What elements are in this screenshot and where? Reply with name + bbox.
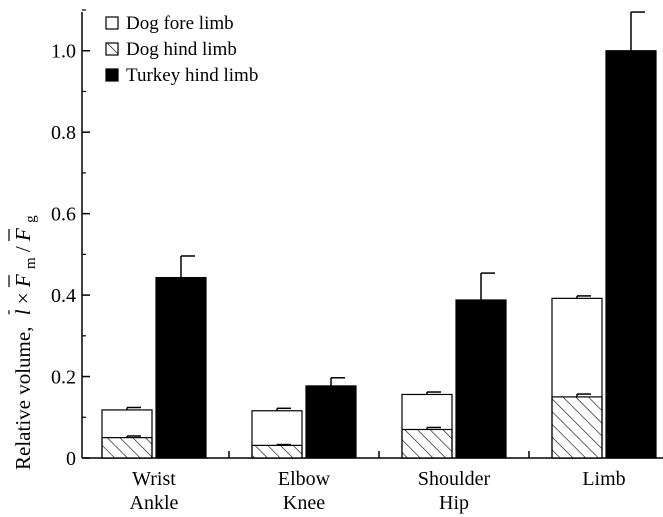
y-tick-label: 0.8 [51, 122, 76, 144]
y-axis-label-l: l [11, 309, 35, 315]
bar-dog-hind-limb [401, 428, 453, 459]
legend-swatch-dog-hind [105, 42, 119, 56]
bar-dog-hind-limb [251, 444, 303, 459]
x-category-label: Elbow [278, 468, 331, 490]
bar-dog-hind-limb [551, 396, 603, 459]
y-tick-label: 0.4 [51, 285, 76, 307]
x-category-label: Shoulder [418, 468, 491, 490]
bar-turkey-hind-limb [155, 276, 207, 459]
y-tick-label: 1.0 [51, 41, 76, 63]
y-axis-label: Relative volume, l × F m / F g [11, 215, 40, 470]
y-axis-label-sub-m: m [23, 257, 39, 269]
y-axis-label-f2: F [11, 228, 35, 242]
x-category-label: Limb [582, 468, 625, 490]
bars [101, 11, 657, 459]
bar-turkey-hind-limb [605, 50, 657, 459]
y-tick-label: 0 [66, 448, 76, 470]
y-ticks: 0 0.2 0.4 0.6 0.8 1.0 [51, 9, 90, 470]
x-category-label-2: Ankle [130, 492, 179, 514]
x-category-label-2: Hip [439, 492, 469, 514]
y-axis-label-slash: / [11, 246, 35, 252]
legend: Dog fore limb Dog hind limb Turkey hind … [105, 13, 258, 86]
legend-label-dog-fore: Dog fore limb [126, 13, 234, 34]
x-category-label-2: Knee [283, 492, 325, 514]
bar-turkey-hind-limb [455, 299, 507, 459]
legend-label-dog-hind: Dog hind limb [126, 39, 237, 60]
legend-swatch-dog-fore [105, 16, 119, 30]
bar-dog-hind-limb [101, 437, 153, 459]
y-tick-label: 0.6 [51, 204, 76, 226]
x-ticks [228, 451, 530, 458]
legend-label-turkey-hind: Turkey hind limb [126, 65, 258, 86]
y-axis-label-sub-g: g [23, 215, 39, 223]
y-tick-label: 0.2 [51, 367, 76, 389]
legend-swatch-turkey-hind [105, 68, 119, 82]
y-axis-label-f1: F [11, 274, 35, 288]
bar-turkey-hind-limb [305, 385, 357, 459]
x-category-label: Wrist [132, 468, 176, 490]
y-axis-label-text: Relative volume, [11, 327, 35, 470]
y-axis-label-times: × [11, 287, 35, 304]
